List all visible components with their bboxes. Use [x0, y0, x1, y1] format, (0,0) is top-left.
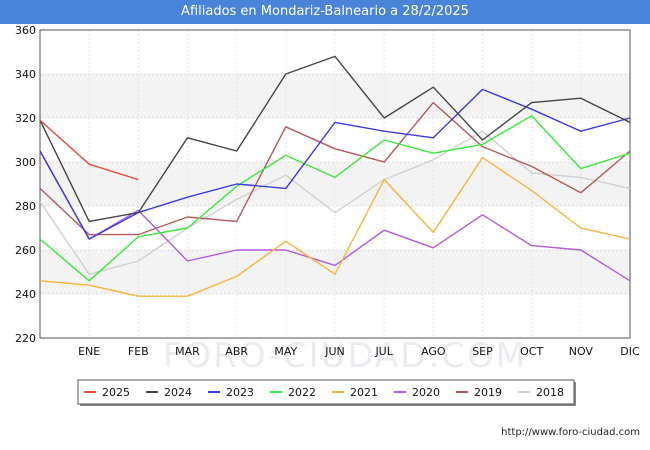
x-tick-label: SEP	[472, 345, 493, 358]
y-axis-ticks: 220 240 260 280 300 320 340 360	[15, 24, 36, 345]
plot-border	[39, 29, 631, 339]
legend: 2025 2024 2023 2022 2021 2020 2019 2018	[77, 379, 576, 406]
x-tick-label: OCT	[520, 345, 543, 358]
x-tick-label: JUN	[324, 345, 345, 358]
x-tick-label: ABR	[225, 345, 248, 358]
y-tick-label: 300	[15, 156, 36, 169]
legend-box	[77, 379, 575, 405]
chart-title: Afiliados en Mondariz-Balneario a 28/2/2…	[0, 0, 650, 24]
x-tick-label: FEB	[128, 345, 149, 358]
legend-label-2021: 2021	[350, 386, 378, 399]
y-tick-label: 280	[15, 200, 36, 213]
x-tick-label: MAY	[274, 345, 297, 358]
legend-label-2025: 2025	[102, 386, 130, 399]
legend-label-2020: 2020	[412, 386, 440, 399]
series-line-2019	[39, 101, 631, 236]
legend-label-2022: 2022	[288, 386, 316, 399]
x-tick-label: ENE	[78, 345, 100, 358]
series-line-2024	[39, 55, 631, 223]
x-tick-label: JUL	[374, 345, 393, 358]
y-tick-label: 220	[15, 332, 36, 345]
legend-label-2019: 2019	[474, 386, 502, 399]
legend-label-2023: 2023	[226, 386, 254, 399]
series-line-2021	[39, 156, 631, 297]
series-line-2022	[39, 115, 631, 282]
y-tick-label: 260	[15, 244, 36, 257]
x-tick-label: MAR	[175, 345, 200, 358]
source-url: http://www.foro-ciudad.com	[501, 427, 640, 438]
x-axis-ticks: ENE FEB MAR ABR MAY JUN JUL AGO SEP OCT NOV DIC	[78, 345, 640, 358]
series-line-2018	[39, 130, 631, 275]
legend-label-2024: 2024	[164, 386, 192, 399]
y-tick-label: 360	[15, 24, 36, 37]
x-tick-label: DIC	[620, 345, 640, 358]
x-tick-label: NOV	[569, 345, 594, 358]
series-lines	[39, 55, 631, 297]
y-tick-label: 320	[15, 112, 36, 125]
y-tick-label: 340	[15, 68, 36, 81]
series-line-2025	[39, 119, 139, 181]
series-line-2020	[39, 150, 631, 282]
watermark: FORO-CIUDAD.COM	[163, 336, 527, 376]
y-tick-label: 240	[15, 288, 36, 301]
grid-lines	[39, 29, 631, 339]
x-tick-label: AGO	[421, 345, 446, 358]
legend-label-2018: 2018	[536, 386, 564, 399]
